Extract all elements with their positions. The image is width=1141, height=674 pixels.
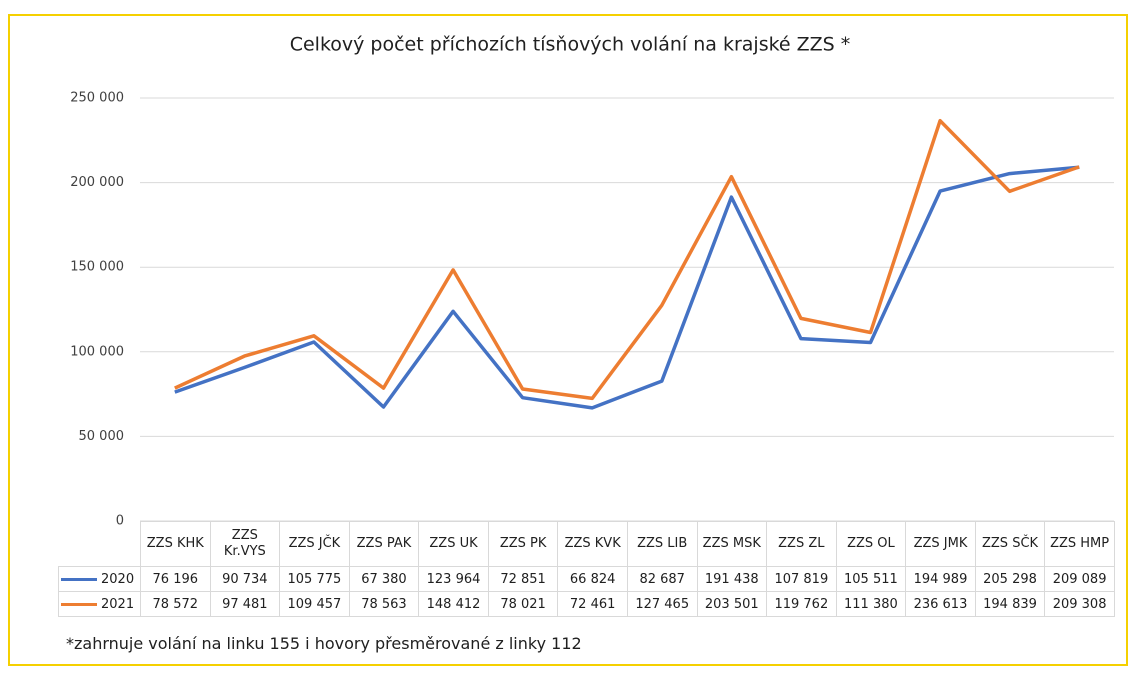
y-tick-label: 150 000 [70,260,124,275]
footnote: *zahrnuje volání na linku 155 i hovory p… [66,634,582,653]
data-label: 203 501 [696,591,768,617]
data-label: 107 819 [766,566,837,592]
y-tick-label: 0 [116,514,124,529]
chart-title: Celkový počet příchozích tísňových volán… [290,34,851,56]
data-label: 90 734 [209,566,281,592]
x-tick-label: ZZS OL [835,521,907,567]
data-table: ZZS KHK ZZS Kr.VYS ZZS JČK ZZS PAK ZZS UK ZZS… [58,521,1115,617]
x-tick-label: ZZS ZL [766,521,837,567]
data-label: 72 851 [487,566,559,592]
x-tick-label: ZZS JMK [905,521,976,567]
table-row: 2020 76 196 90 734 105 775 67 380 123 964 72 8… [58,566,1115,592]
y-tick-label: 250 000 [70,91,124,106]
data-label: 119 762 [766,591,837,617]
legend-label: 2020 [101,571,135,587]
legend-entry: 2020 [58,566,141,592]
y-tick-label: 50 000 [79,429,125,444]
data-label: 194 839 [974,591,1046,617]
legend-entry: 2021 [58,591,141,617]
data-label: 205 298 [974,566,1046,592]
x-tick-label: ZZS UK [418,521,489,567]
table-row: 2021 78 572 97 481 109 457 78 563 148 412 78 0… [58,591,1115,617]
series-line [174,118,1080,401]
data-label: 76 196 [140,566,211,592]
table-corner [58,521,141,567]
x-tick-label: ZZS JČK [279,521,350,567]
x-tick-label: ZZS MSK [696,521,768,567]
data-label: 82 687 [626,566,698,592]
data-label: 191 438 [696,566,768,592]
x-tick-label: ZZS HMP [1044,521,1115,567]
data-label: 72 461 [557,591,628,617]
data-label: 97 481 [209,591,281,617]
data-label: 78 572 [140,591,211,617]
table-header-row: ZZS KHK ZZS Kr.VYS ZZS JČK ZZS PAK ZZS UK ZZS… [58,521,1115,567]
data-label: 109 457 [279,591,350,617]
x-tick-label: ZZS KVK [557,521,628,567]
data-label: 127 465 [626,591,698,617]
x-tick-label: ZZS Kr.VYS [209,521,281,567]
x-tick-label: ZZS KHK [140,521,211,567]
y-tick-label: 100 000 [70,344,124,359]
legend-swatch [61,577,97,581]
data-label: 111 380 [835,591,907,617]
y-tick-label: 200 000 [70,175,124,190]
data-label: 105 775 [279,566,350,592]
data-label: 66 824 [557,566,628,592]
legend-swatch [61,602,97,606]
series-line [174,165,1080,410]
data-label: 78 021 [487,591,559,617]
data-label: 194 989 [905,566,976,592]
x-tick-label: ZZS SČK [974,521,1046,567]
x-tick-label: ZZS PK [487,521,559,567]
x-tick-label: ZZS PAK [348,521,420,567]
data-label: 209 308 [1044,591,1115,617]
x-tick-label: ZZS LIB [626,521,698,567]
data-label: 67 380 [348,566,420,592]
legend-label: 2021 [101,596,135,612]
data-label: 148 412 [418,591,489,617]
data-label: 105 511 [835,566,907,592]
data-label: 78 563 [348,591,420,617]
chart-frame [8,14,1128,666]
data-label: 123 964 [418,566,489,592]
data-label: 209 089 [1044,566,1115,592]
data-label: 236 613 [905,591,976,617]
